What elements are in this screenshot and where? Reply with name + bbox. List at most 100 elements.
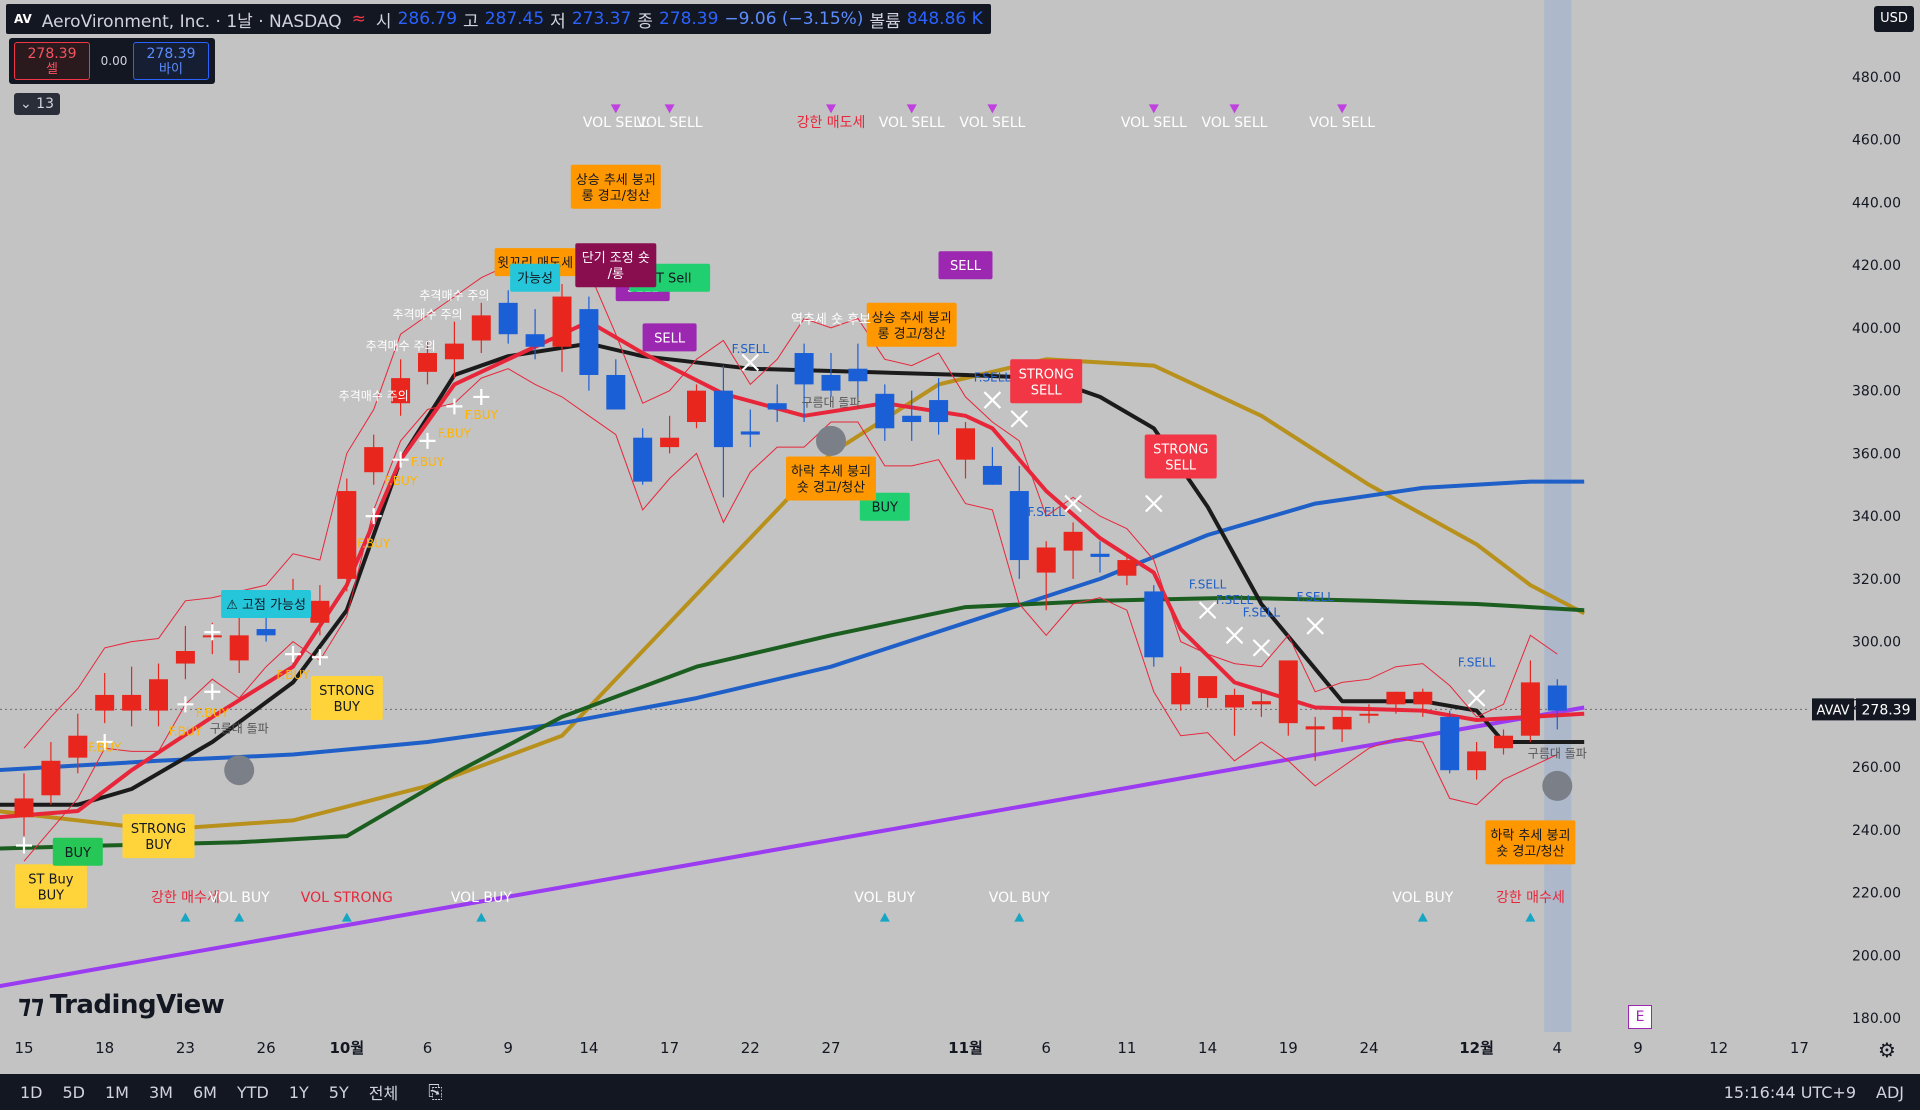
- sell-label: 셀: [46, 62, 58, 77]
- buy-plus-marker: [204, 683, 221, 700]
- signal-box: SELL: [642, 323, 697, 352]
- trade-panel: 278.39 셀 0.00 278.39 바이: [9, 38, 215, 84]
- calendar-icon[interactable]: ⎘: [428, 1081, 443, 1103]
- signal-box-text: ⚠ 고점 가능성: [226, 598, 306, 613]
- candle-body: [929, 400, 949, 423]
- buy-plus-marker: [285, 646, 301, 663]
- buy-plus-marker: [473, 388, 490, 405]
- candle-body: [256, 629, 276, 636]
- y-tick-label: 460.00: [1852, 133, 1901, 149]
- candle: [1440, 710, 1460, 774]
- x-tick-label: 4: [1553, 1039, 1563, 1057]
- clock[interactable]: 15:16:44 UTC+9: [1723, 1083, 1856, 1102]
- brand-text: TradingView: [49, 990, 225, 1020]
- triangle-down-marker: [664, 104, 675, 114]
- sell-button[interactable]: 278.39 셀: [14, 42, 90, 80]
- range-all[interactable]: 전체: [368, 1084, 399, 1103]
- price-chart[interactable]: 180.00200.00220.00240.00260.00280.00300.…: [0, 0, 1920, 1074]
- gear-icon[interactable]: ⚙: [1878, 1038, 1896, 1062]
- candle-body: [848, 368, 868, 382]
- range-1y[interactable]: 1Y: [288, 1082, 309, 1102]
- signal-box-bg: [786, 456, 876, 501]
- candle: [687, 384, 706, 429]
- buy-plus-marker: [16, 837, 32, 854]
- x-tick-label: 17: [660, 1039, 679, 1057]
- candle: [41, 741, 61, 805]
- candle-body: [956, 428, 975, 460]
- x-tick-label: 23: [176, 1039, 195, 1057]
- range-1d[interactable]: 1D: [20, 1082, 43, 1102]
- y-tick-label: 260.00: [1852, 760, 1901, 776]
- volume-annotation: VOL SELL: [1309, 115, 1375, 131]
- x-tick-label: 18: [95, 1039, 114, 1057]
- candle-body: [1359, 713, 1379, 716]
- indicator-line-1: [0, 479, 1585, 773]
- candle-body: [498, 302, 518, 335]
- candle: [1171, 666, 1191, 711]
- y-tick-label: 220.00: [1852, 886, 1901, 902]
- candle-body: [364, 447, 384, 473]
- buy-label: 바이: [159, 62, 183, 77]
- range-6m[interactable]: 6M: [192, 1082, 217, 1102]
- range-ytd[interactable]: YTD: [236, 1082, 269, 1102]
- chart-background: [0, 0, 1920, 1074]
- signal-label: 구름대 돌파: [801, 395, 860, 409]
- candle-body: [579, 309, 599, 375]
- x-tick-label: 14: [1198, 1039, 1217, 1057]
- x-tick-label: 6: [423, 1039, 433, 1057]
- volume-label: 볼륨: [869, 11, 901, 32]
- earnings-marker[interactable]: E: [1628, 1005, 1652, 1029]
- sell-cross-marker: [1010, 410, 1029, 428]
- signal-label: F.SELL: [1216, 593, 1254, 607]
- candle: [14, 773, 34, 837]
- signal-box-text: 롱 경고/청산: [582, 189, 650, 204]
- y-tick-label: 360.00: [1852, 446, 1901, 462]
- signal-label: 구름대 돌파: [210, 722, 269, 736]
- candle-body: [1144, 591, 1164, 658]
- range-5y[interactable]: 5Y: [328, 1082, 349, 1102]
- candle-body: [740, 431, 760, 435]
- candle: [740, 409, 760, 448]
- signal-label: F.SELL: [1028, 505, 1066, 519]
- y-tick-label: 380.00: [1852, 384, 1901, 400]
- ticker-tag-text: AVAV: [1816, 703, 1849, 718]
- candle-body: [1225, 694, 1244, 708]
- volume-annotation: VOL STRONG: [301, 890, 393, 906]
- volume-annotation: VOL SELL: [879, 115, 945, 131]
- signal-box: 역추세 숏 후보: [791, 313, 871, 328]
- sell-cross-marker: [1467, 689, 1486, 707]
- candle: [95, 672, 115, 724]
- indicators-collapse-button[interactable]: ⌄ 13: [14, 93, 60, 115]
- buy-button[interactable]: 278.39 바이: [133, 42, 209, 80]
- candle: [471, 302, 491, 354]
- signal-box-bg: [510, 263, 561, 292]
- signal-label: F.BUY: [438, 427, 472, 441]
- last-price-tag-text: 278.39: [1862, 702, 1911, 718]
- candle-body: [1547, 685, 1567, 711]
- range-5d[interactable]: 5D: [62, 1082, 86, 1102]
- candle-body: [1305, 726, 1325, 730]
- candle: [1225, 688, 1244, 736]
- buy-plus-marker: [96, 733, 113, 750]
- signal-box-text: STRONG: [1019, 367, 1074, 382]
- range-3m[interactable]: 3M: [148, 1082, 173, 1102]
- range-1m[interactable]: 1M: [105, 1082, 129, 1102]
- signal-box-text: 숏 경고/청산: [797, 480, 865, 495]
- signal-box-bg: [1144, 434, 1217, 479]
- adj-toggle[interactable]: ADJ: [1876, 1083, 1904, 1102]
- signal-box-text: SELL: [1165, 459, 1197, 474]
- candle: [606, 359, 626, 410]
- signal-box-text: 롱 경고/청산: [878, 327, 946, 342]
- symbol-header: AV AeroVironment, Inc. · 1날 · NASDAQ ≈ 시…: [6, 4, 991, 34]
- triangle-up-marker: [1014, 912, 1025, 922]
- signal-label: F.SELL: [1243, 606, 1281, 620]
- currency-button[interactable]: USD: [1874, 6, 1914, 32]
- signal-label: F.SELL: [974, 370, 1012, 384]
- low-value: 273.37: [571, 9, 632, 29]
- signal-box-text: STRONG: [1153, 443, 1208, 458]
- signal-box-text: SELL: [1031, 383, 1063, 398]
- symbol-title[interactable]: AeroVironment, Inc. · 1날 · NASDAQ: [41, 11, 342, 32]
- candle-body: [1440, 716, 1460, 771]
- y-tick-label: 480.00: [1852, 70, 1901, 86]
